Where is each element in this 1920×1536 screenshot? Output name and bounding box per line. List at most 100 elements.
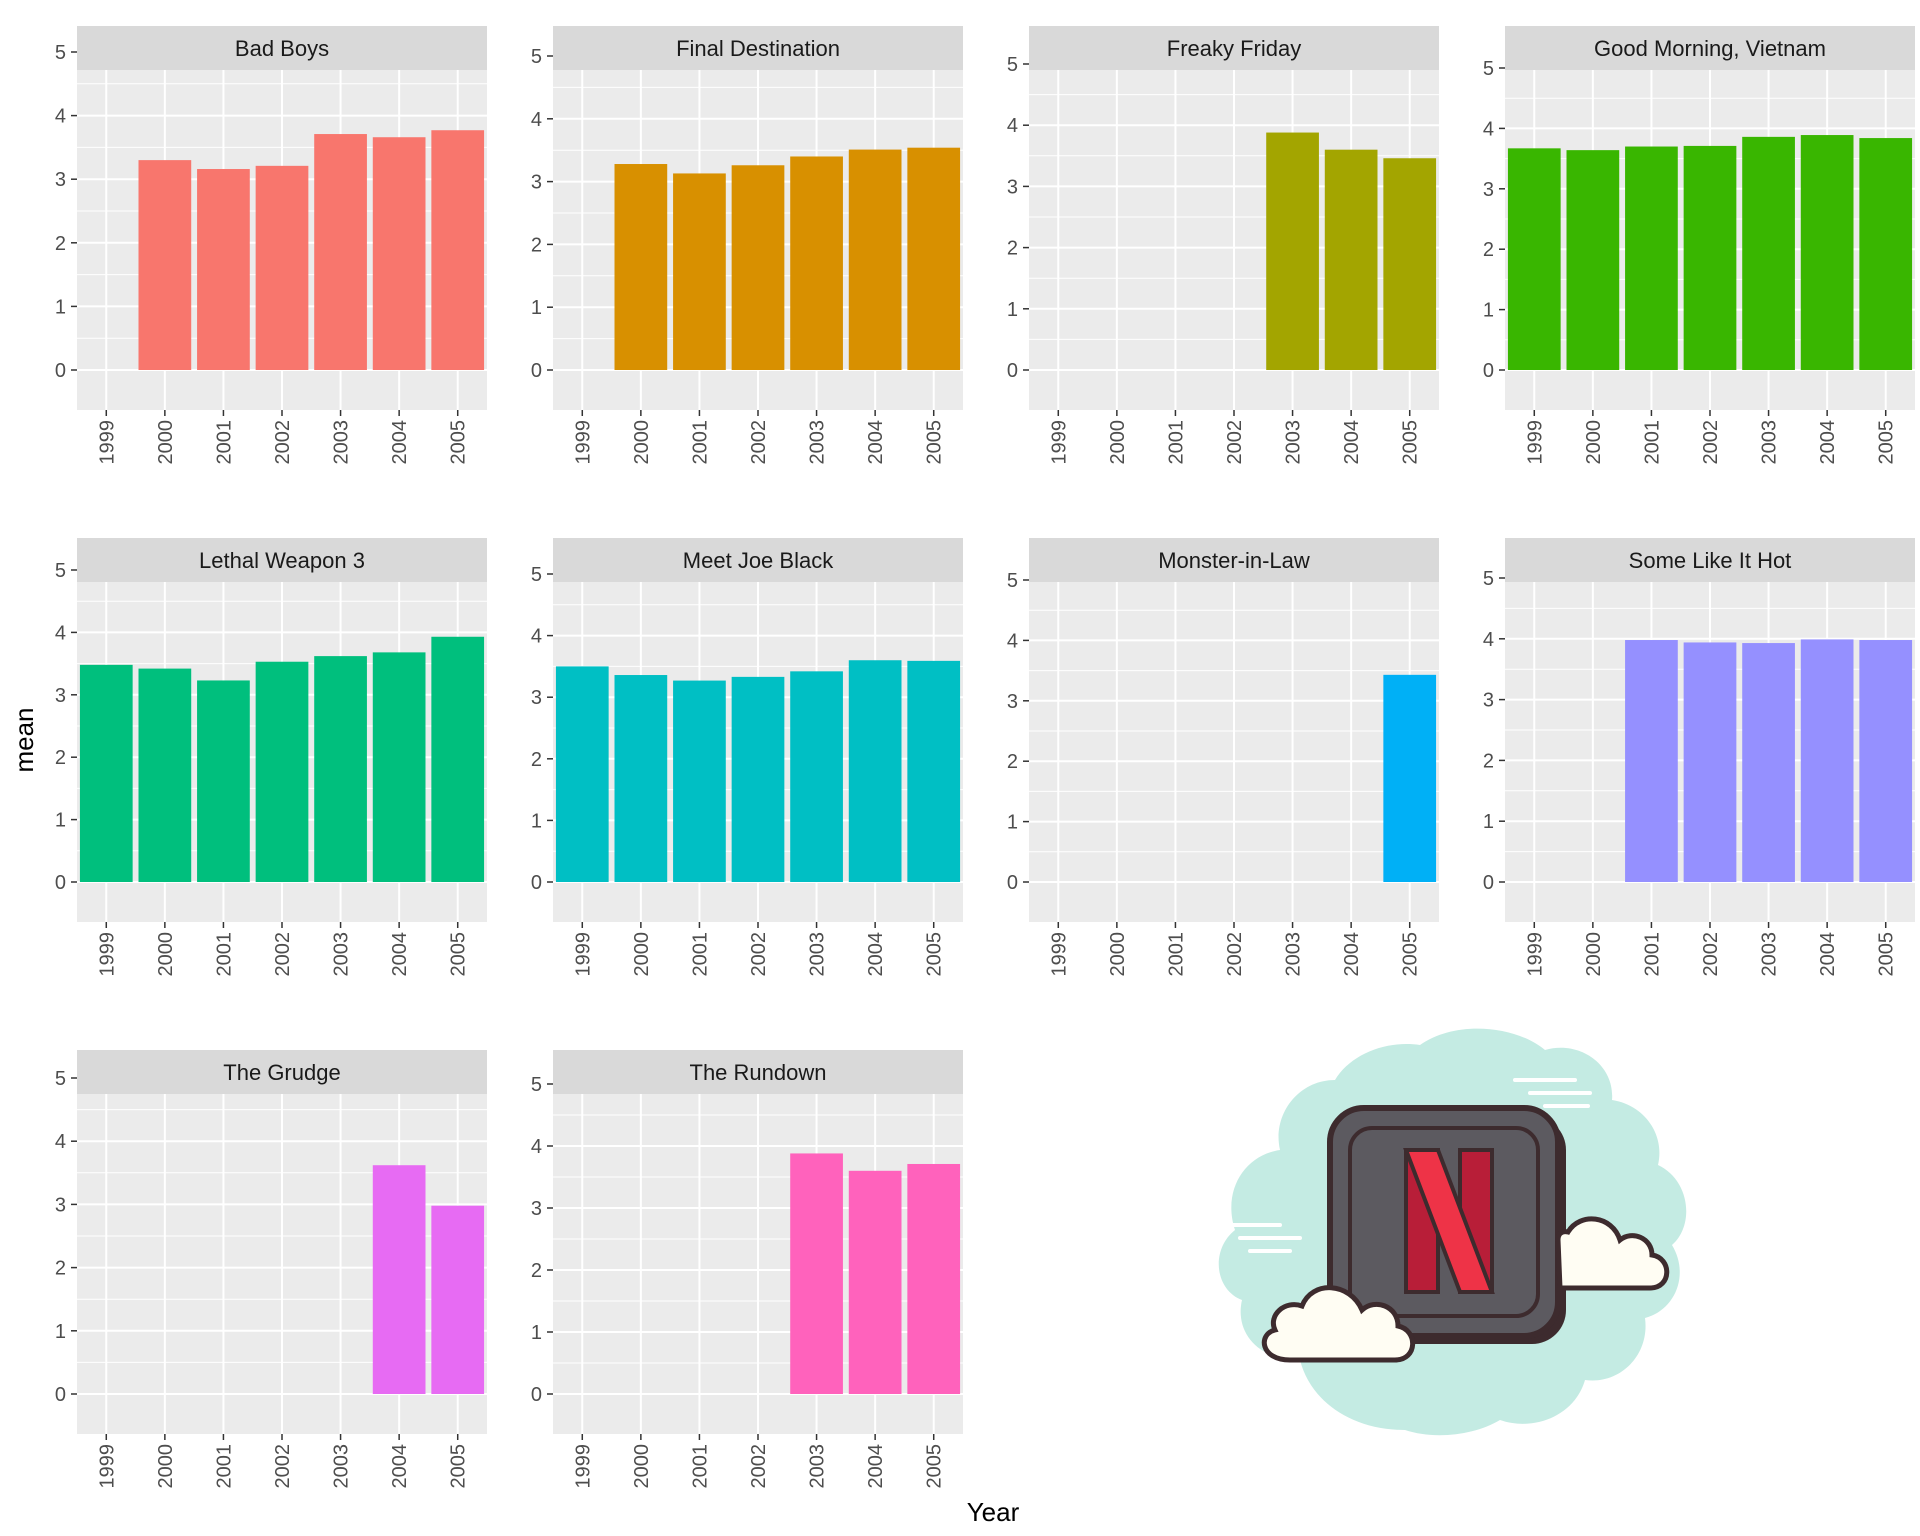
- panel-lethal-weapon-3: Lethal Weapon 3 0 1 2 3 4 5 1999 2000 2001 2002 200…: [55, 538, 487, 977]
- bar-2005: [907, 1163, 961, 1394]
- x-tick-label: 2003: [1759, 932, 1781, 977]
- x-tick-label: 2004: [865, 932, 887, 977]
- x-tick-label: 2000: [155, 1444, 177, 1489]
- y-tick-label: 4: [531, 1136, 542, 1158]
- y-tick-label: 2: [1007, 751, 1018, 773]
- x-tick-label: 2000: [155, 420, 177, 465]
- bar-2004: [372, 652, 426, 882]
- bar-2003: [790, 1153, 843, 1394]
- y-tick-label: 5: [55, 42, 66, 64]
- panel-meet-joe-black: Meet Joe Black 0 1 2 3 4 5 1999 2000 2001 2002 2003…: [531, 538, 963, 977]
- y-tick-label: 1: [55, 810, 66, 832]
- facet-strip: [1029, 26, 1439, 70]
- y-tick-label: 4: [1483, 118, 1494, 140]
- panel-some-like-it-hot: Some Like It Hot 0 1 2 3 4 5 1999 2000 2001 2002 20…: [1483, 538, 1915, 977]
- x-tick-label: 2002: [1700, 420, 1722, 465]
- bar-2003: [790, 156, 843, 370]
- y-tick-label: 4: [1007, 115, 1018, 137]
- bar-2005: [1859, 640, 1913, 882]
- y-tick-label: 5: [1007, 570, 1018, 592]
- x-tick-label: 2003: [1283, 932, 1305, 977]
- bar-2000: [614, 675, 668, 882]
- x-tick-label: 2001: [1641, 932, 1663, 977]
- x-tick-label: 2004: [1817, 932, 1839, 977]
- x-tick-label: 2003: [331, 420, 353, 465]
- facet-title: Freaky Friday: [1167, 36, 1301, 61]
- x-tick-label: 2002: [1700, 932, 1722, 977]
- x-tick-label: 2001: [689, 1444, 711, 1489]
- y-tick-label: 3: [531, 172, 542, 194]
- speed-lines: [1228, 1078, 1592, 1253]
- y-tick-label: 5: [531, 1074, 542, 1096]
- bar-2005: [431, 130, 485, 370]
- bar-2005: [907, 147, 961, 370]
- panel-freaky-friday: Freaky Friday 0 1 2 3 4 5 1999 2000 2001 2002 2003 2…: [1007, 26, 1439, 465]
- x-tick-label: 2004: [1817, 420, 1839, 465]
- facet-strip: [553, 1050, 963, 1094]
- x-tick-label: 1999: [572, 932, 594, 977]
- bar-2005: [1383, 674, 1437, 882]
- netflix-cloud-icon: [1218, 1028, 1687, 1436]
- facet-strip: [1505, 26, 1915, 70]
- bar-1999: [555, 666, 609, 882]
- y-tick-label: 4: [531, 109, 542, 131]
- y-tick-label: 0: [55, 360, 66, 382]
- x-tick-label: 2001: [213, 1444, 235, 1489]
- x-tick-label: 1999: [1048, 420, 1070, 465]
- y-tick-label: 5: [531, 564, 542, 586]
- panel-final-destination: Final Destination 0 1 2 3 4 5 1999 2000 2001 2002 2…: [531, 26, 963, 465]
- facet-title: Some Like It Hot: [1629, 548, 1792, 573]
- y-tick-label: 3: [1007, 691, 1018, 713]
- y-tick-label: 1: [531, 1322, 542, 1344]
- bar-2003: [1742, 643, 1795, 882]
- x-tick-label: 2000: [631, 1444, 653, 1489]
- facet-strip: [77, 26, 487, 70]
- x-tick-label: 2003: [1283, 420, 1305, 465]
- bar-2001: [673, 680, 726, 882]
- bar-2001: [197, 169, 250, 370]
- panel-the-grudge: The Grudge 0 1 2 3 4 5 1999 2000 2001 2002 2003 2004…: [55, 1050, 487, 1489]
- bar-2004: [372, 1165, 426, 1394]
- x-tick-label: 2002: [1224, 932, 1246, 977]
- x-tick-label: 2004: [389, 420, 411, 465]
- bar-2002: [255, 661, 309, 882]
- y-tick-label: 4: [1007, 630, 1018, 652]
- small-cloud-right: [1555, 1216, 1670, 1291]
- bar-2004: [1800, 135, 1854, 370]
- x-tick-label: 2002: [748, 932, 770, 977]
- bar-2000: [138, 668, 192, 882]
- x-tick-label: 2001: [1165, 420, 1187, 465]
- y-tick-label: 2: [1007, 238, 1018, 260]
- y-tick-label: 3: [1483, 690, 1494, 712]
- x-tick-label: 2002: [272, 932, 294, 977]
- bar-2004: [848, 660, 902, 882]
- y-tick-label: 5: [55, 1068, 66, 1090]
- x-tick-label: 1999: [1524, 420, 1546, 465]
- facet-strip: [77, 1050, 487, 1094]
- x-tick-label: 2003: [807, 1444, 829, 1489]
- bar-2000: [1566, 150, 1620, 370]
- y-tick-label: 5: [1007, 54, 1018, 76]
- bar-2000: [138, 160, 192, 370]
- facet-title: The Grudge: [223, 1060, 340, 1085]
- facet-strip: [77, 538, 487, 582]
- x-tick-label: 2001: [1641, 420, 1663, 465]
- x-tick-label: 2005: [1400, 932, 1422, 977]
- panel-bad-boys: Bad Boys 0 1 2 3 4 5 1999 2000 2001 2002 2003 2004 20…: [55, 26, 487, 465]
- x-tick-label: 1999: [96, 420, 118, 465]
- bar-2001: [1625, 640, 1678, 882]
- x-tick-label: 2000: [1107, 932, 1129, 977]
- facet-title: Monster-in-Law: [1158, 548, 1310, 573]
- x-tick-label: 2002: [748, 420, 770, 465]
- tile-inner-border: [1348, 1126, 1540, 1318]
- facet-title: Lethal Weapon 3: [199, 548, 365, 573]
- x-tick-label: 2005: [924, 420, 946, 465]
- x-tick-label: 2005: [1400, 420, 1422, 465]
- bar-2004: [372, 137, 426, 370]
- y-axis-title: mean: [9, 707, 39, 772]
- bar-2003: [1742, 136, 1795, 370]
- y-tick-label: 3: [1007, 176, 1018, 198]
- facet-title: Good Morning, Vietnam: [1594, 36, 1826, 61]
- bar-2005: [431, 636, 485, 882]
- y-tick-label: 1: [531, 810, 542, 832]
